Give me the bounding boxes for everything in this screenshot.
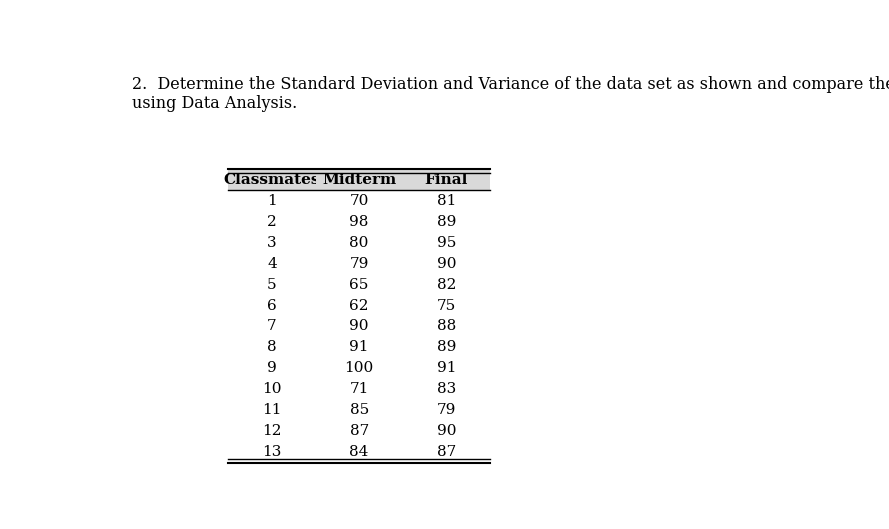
Text: 2.  Determine the Standard Deviation and Variance of the data set as shown and c: 2. Determine the Standard Deviation and … (132, 76, 889, 112)
